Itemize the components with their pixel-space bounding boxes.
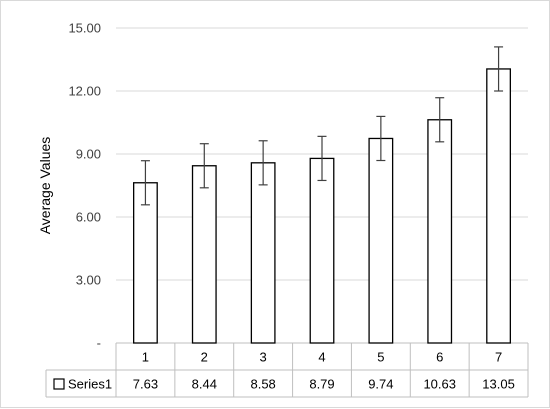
y-axis-label: Average Values (37, 137, 53, 235)
bar (309, 157, 335, 344)
y-tick-label: 15.00 (68, 21, 101, 36)
category-label: 5 (377, 350, 384, 365)
category-label: 3 (260, 350, 267, 365)
data-label: 10.63 (423, 377, 456, 392)
y-tick-label: 9.00 (76, 147, 101, 162)
y-tick-label: - (97, 336, 101, 351)
error-bars (140, 46, 504, 206)
legend-label-series1: Series1 (68, 377, 112, 392)
data-label: 8.58 (250, 377, 275, 392)
data-label: 13.05 (482, 377, 515, 392)
bar (368, 137, 394, 344)
bar (486, 68, 511, 344)
y-tick-labels: - 3.00 6.00 9.00 12.00 15.00 (68, 21, 101, 351)
category-label: 6 (436, 350, 443, 365)
y-tick-label: 3.00 (76, 273, 101, 288)
data-label: 9.74 (368, 377, 393, 392)
data-table: Series1 1 7.63 2 8.44 3 8.58 4 8.79 5 9.74 6 10.63 7 1… (45, 342, 529, 398)
y-tick-label: 6.00 (76, 210, 101, 225)
data-label: 7.63 (133, 377, 158, 392)
bar (427, 119, 453, 344)
y-tick-label: 12.00 (68, 84, 101, 99)
bar (191, 165, 217, 344)
category-label: 4 (318, 350, 325, 365)
bar (133, 182, 158, 344)
bars (133, 68, 511, 344)
legend-key-series1 (53, 378, 65, 390)
bar (250, 162, 276, 344)
category-label: 1 (142, 350, 149, 365)
data-label: 8.44 (192, 377, 217, 392)
data-label: 8.79 (309, 377, 334, 392)
category-label: 7 (495, 350, 502, 365)
category-label: 2 (201, 350, 208, 365)
